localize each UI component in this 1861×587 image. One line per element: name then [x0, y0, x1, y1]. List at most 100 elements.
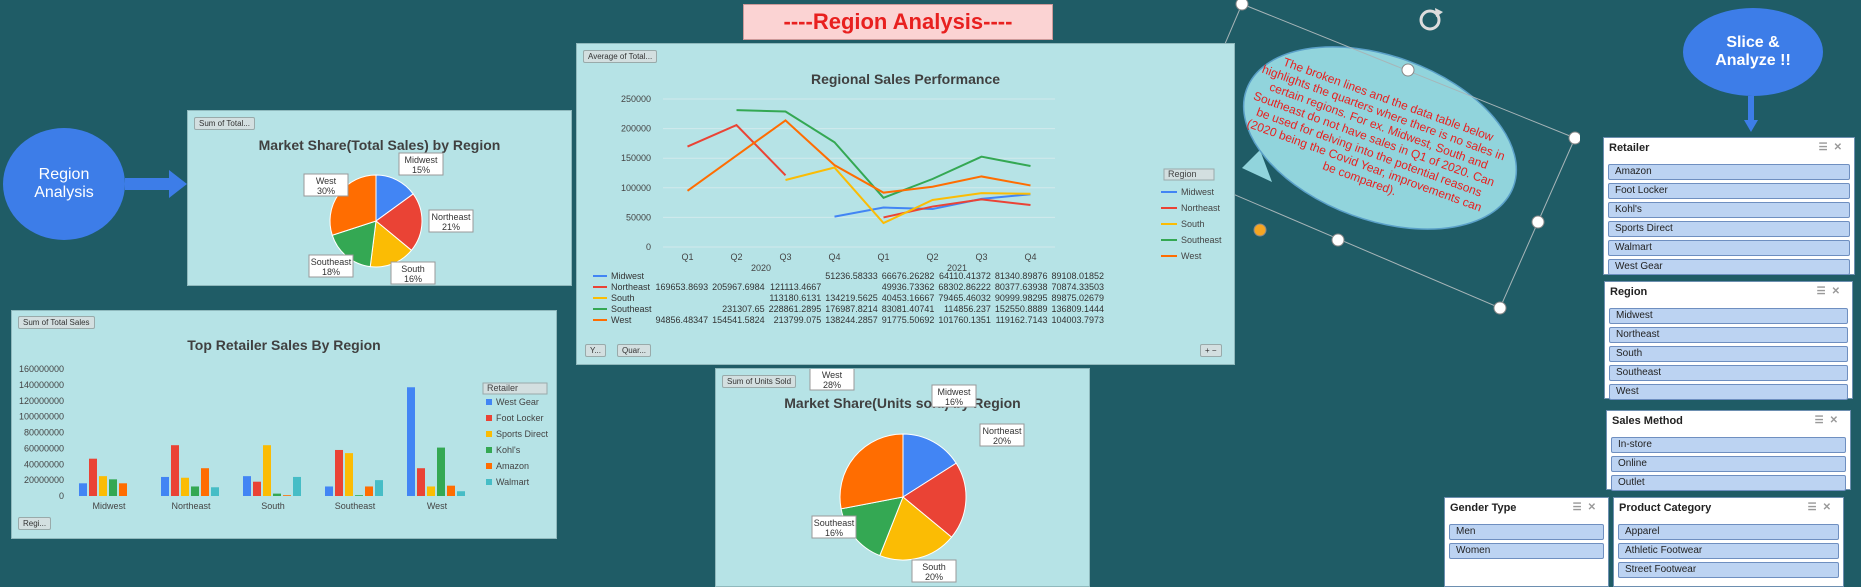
data-table-cell: 154541.5824 — [712, 314, 765, 325]
slicer-title: Gender Type — [1450, 502, 1517, 514]
slicer-item[interactable]: In-store — [1611, 437, 1846, 453]
data-label-name: Southeast — [814, 518, 855, 528]
legend: Retailer West Gear Foot Locker Sports Direc… — [482, 382, 549, 487]
pie-slice — [879, 496, 953, 561]
slicer-item[interactable]: Street Footwear — [1618, 562, 1839, 578]
slicer-product: Product Category ☰✕ Apparel Athletic Footw… — [1613, 497, 1844, 587]
x-tick-label: Q4 — [828, 252, 840, 262]
data-table-cell — [823, 281, 880, 292]
x-tick-label: South — [261, 501, 285, 511]
x-tick-label: Northeast — [171, 501, 211, 511]
bar — [335, 449, 343, 496]
data-table-cell — [654, 270, 711, 281]
y-tick-label: 100000 — [621, 183, 651, 193]
slicer-item[interactable]: Amazon — [1608, 164, 1850, 180]
slicer-title: Region — [1610, 286, 1648, 298]
data-table-cell — [654, 303, 711, 314]
slicer-item[interactable]: South — [1609, 346, 1848, 362]
filter-icons[interactable]: ☰✕ — [1818, 142, 1848, 153]
legend-label: Walmart — [496, 477, 530, 487]
data-table-cell — [654, 292, 711, 303]
filter-icons[interactable]: ☰✕ — [1572, 502, 1602, 513]
slicer-item[interactable]: Sports Direct — [1608, 221, 1850, 237]
slicer-item[interactable]: Athletic Footwear — [1618, 543, 1839, 559]
y-tick-label: 200000 — [621, 124, 651, 134]
field-button[interactable]: Average of Total... — [583, 50, 658, 63]
legend-button — [482, 382, 548, 395]
x-tick-label: Q1 — [681, 252, 693, 262]
legend-button-label: Retailer — [487, 383, 518, 393]
bar — [273, 493, 281, 496]
slicer-region: Region ☰✕ Midwest Northeast South Southeast W… — [1604, 281, 1853, 400]
data-label-value: 16% — [404, 274, 422, 284]
data-label-name: West — [822, 370, 843, 380]
data-label-box — [931, 384, 977, 408]
axis-button-quarter[interactable]: Quar... — [617, 344, 652, 357]
bar — [99, 476, 107, 496]
filter-icons[interactable]: ☰✕ — [1816, 286, 1846, 297]
axis-button-region[interactable]: Regi... — [18, 517, 52, 530]
slicer-item[interactable]: Foot Locker — [1608, 183, 1850, 199]
field-button[interactable]: Sum of Total Sales — [18, 316, 95, 329]
slicer-item[interactable]: Walmart — [1608, 240, 1850, 256]
slicer-item[interactable]: Outlet — [1611, 475, 1846, 491]
field-button[interactable]: Sum of Units Sold — [722, 375, 797, 388]
zoom-buttons[interactable]: + − — [1200, 344, 1222, 357]
arrow-right-icon — [125, 170, 187, 198]
slicer-item[interactable]: West — [1609, 384, 1848, 400]
bar — [243, 476, 251, 496]
data-table-cell: 51236.58333 — [825, 270, 878, 281]
data-label-value: 16% — [825, 528, 843, 538]
data-table-series: Northeast — [591, 281, 654, 292]
data-label-box — [809, 369, 855, 391]
slicer-item[interactable]: Online — [1611, 456, 1846, 472]
data-table-cell: 104003.7973 — [1051, 314, 1105, 325]
slicer-title: Product Category — [1619, 502, 1712, 514]
data-table-row: West 94856.48347 154541.5824 213799.075 1382… — [591, 314, 1106, 325]
slicer-item[interactable]: Women — [1449, 543, 1604, 559]
slicer-item[interactable]: Northeast — [1609, 327, 1848, 343]
slicer-item[interactable]: Midwest — [1609, 308, 1848, 324]
bar — [417, 468, 425, 496]
data-table-cell: 136809.1444 — [1051, 303, 1105, 314]
filter-icons[interactable]: ☰✕ — [1814, 415, 1844, 426]
legend-swatch — [486, 431, 492, 437]
y-tick-label: 100000000 — [19, 412, 64, 422]
data-table-cell: 169653.8693 — [655, 281, 709, 292]
axis-button-year[interactable]: Y... — [585, 344, 606, 357]
data-label-box — [811, 515, 857, 539]
series-line-southeast — [736, 109, 1031, 199]
data-table-series: West — [591, 314, 654, 325]
slicer-item[interactable]: Kohl's — [1608, 202, 1850, 218]
legend-label: West — [1181, 251, 1202, 261]
filter-icons[interactable]: ☰✕ — [1807, 502, 1837, 513]
slicer-gender: Gender Type ☰✕ Men Women — [1444, 497, 1609, 587]
data-label-value: 20% — [993, 436, 1011, 446]
slice-analyze-bubble: Slice & Analyze !! — [1683, 8, 1823, 96]
data-table-cell: 70874.33503 — [1051, 281, 1105, 292]
bar — [79, 483, 87, 496]
data-table-cell: 83081.40741 — [881, 303, 935, 314]
pie-chart: Midwest15%Northeast21%South16%Southeast1… — [303, 152, 474, 285]
y-tick-label: 160000000 — [19, 364, 64, 374]
slicer-item[interactable]: Southeast — [1609, 365, 1848, 381]
data-table-cell: 80377.63938 — [994, 281, 1048, 292]
line-chart: 250000 200000 150000 100000 50000 0 Q1 Q2 Q3 Q4 Q1… — [621, 94, 1222, 273]
x-tick-label: Q2 — [926, 252, 938, 262]
slicer-item[interactable]: Men — [1449, 524, 1604, 540]
legend-label: Amazon — [496, 461, 529, 471]
slicer-item[interactable]: Apparel — [1618, 524, 1839, 540]
page-title: ----Region Analysis---- — [743, 4, 1053, 40]
slicer-item[interactable]: West Gear — [1608, 259, 1850, 275]
data-table-cell: 119162.7143 — [995, 314, 1048, 325]
legend-label: West Gear — [496, 397, 539, 407]
bar — [161, 476, 169, 496]
field-button[interactable]: Sum of Total... — [194, 117, 255, 130]
bar — [375, 480, 383, 496]
data-table-series: Southeast — [591, 303, 654, 314]
data-label-name: Southeast — [311, 257, 352, 267]
data-table-cell: 101760.1351 — [938, 314, 991, 325]
